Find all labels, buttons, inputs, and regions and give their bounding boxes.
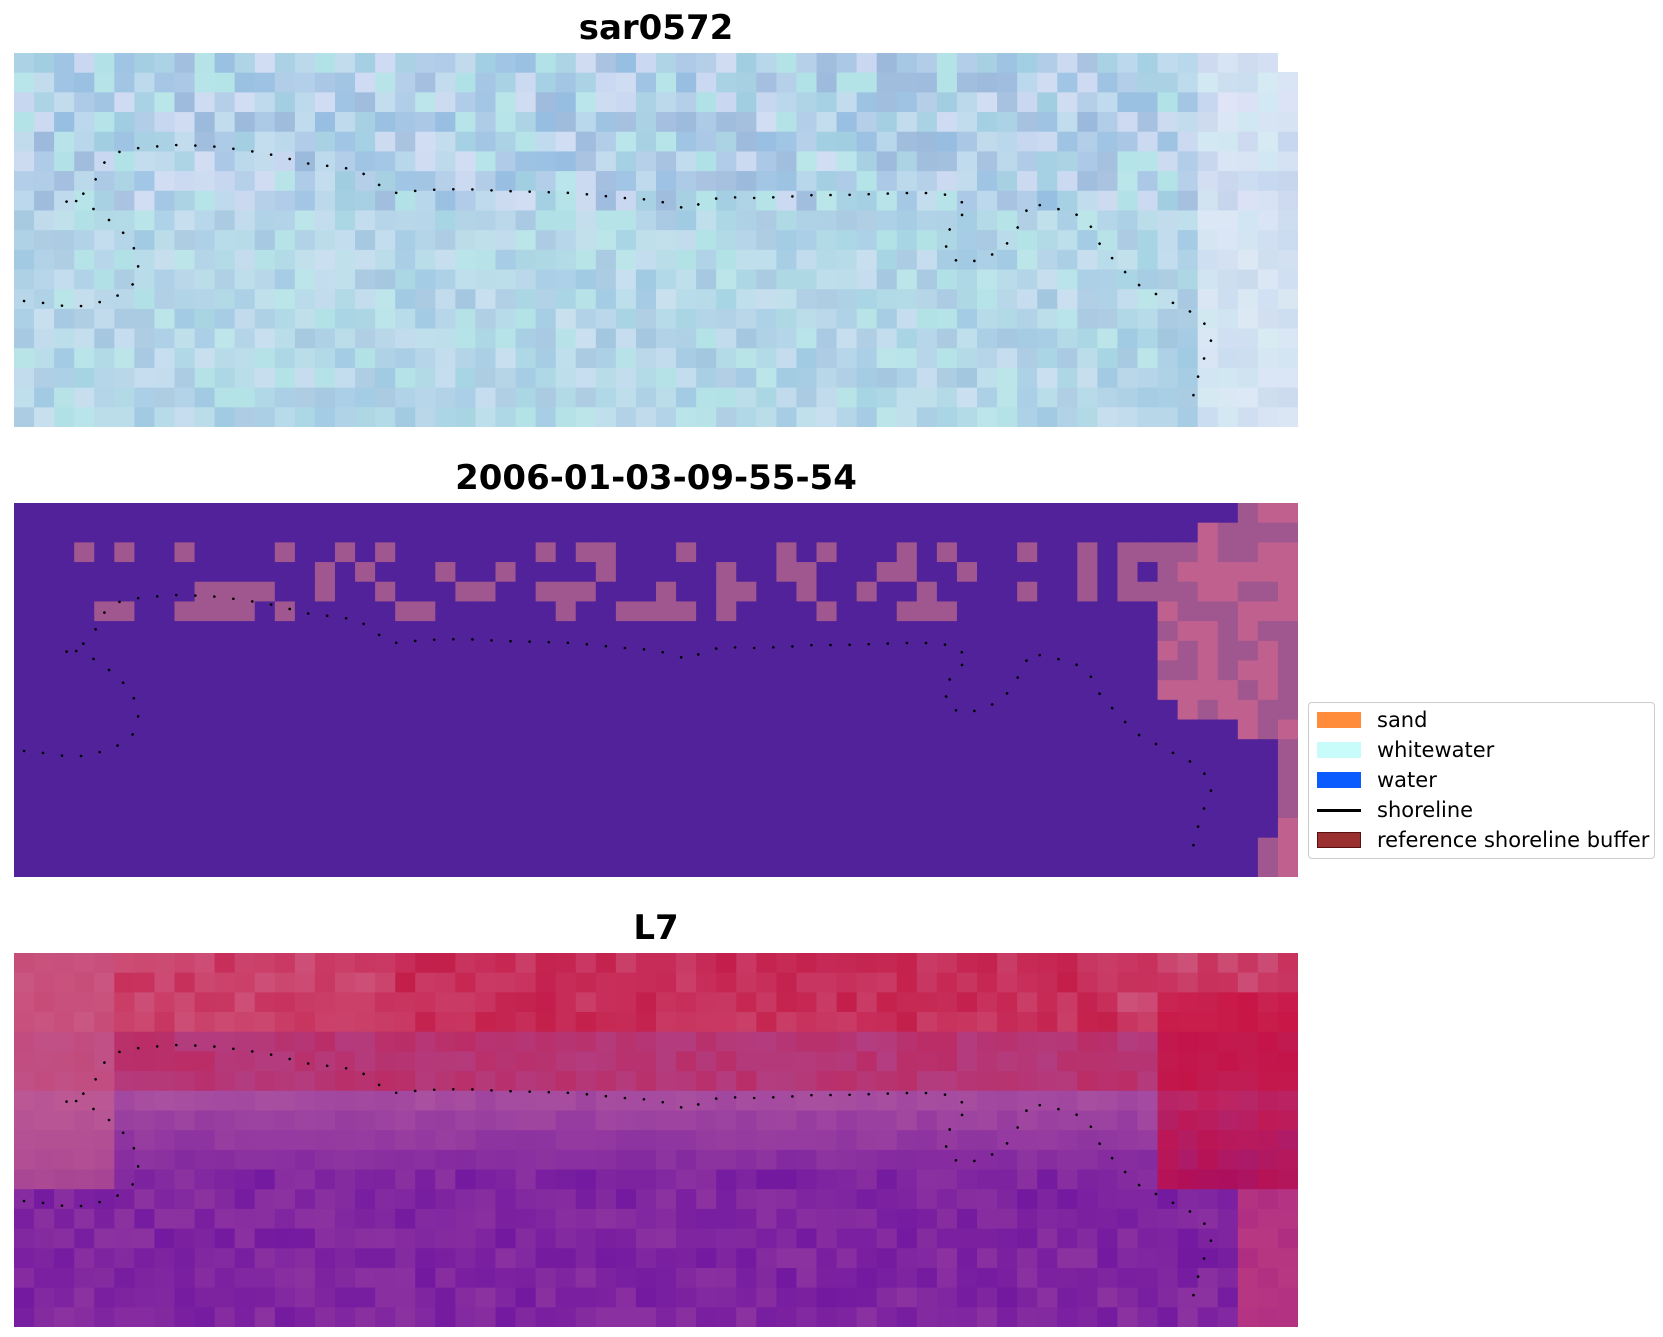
legend-swatch-sand xyxy=(1317,712,1361,728)
legend-label-reference-buffer: reference shoreline buffer xyxy=(1377,828,1650,852)
classified-image-panel xyxy=(14,503,1298,877)
panel-title-3: L7 xyxy=(633,908,679,948)
legend: sand whitewater water shoreline referenc… xyxy=(1308,702,1655,859)
legend-label-sand: sand xyxy=(1377,708,1428,732)
legend-item-sand: sand xyxy=(1317,707,1427,733)
legend-swatch-water xyxy=(1317,772,1361,788)
legend-item-reference-buffer: reference shoreline buffer xyxy=(1317,827,1649,853)
rgb-image xyxy=(14,53,1298,427)
panel-title-1: sar0572 xyxy=(578,8,734,48)
legend-label-whitewater: whitewater xyxy=(1377,738,1495,762)
legend-item-water: water xyxy=(1317,767,1437,793)
index-image xyxy=(14,953,1298,1327)
legend-swatch-whitewater xyxy=(1317,742,1361,758)
classified-image xyxy=(14,503,1298,877)
legend-swatch-shoreline xyxy=(1317,808,1361,812)
index-image-panel xyxy=(14,953,1298,1327)
legend-label-shoreline: shoreline xyxy=(1377,798,1474,822)
legend-item-shoreline: shoreline xyxy=(1317,797,1473,823)
legend-item-whitewater: whitewater xyxy=(1317,737,1494,763)
legend-swatch-reference-buffer xyxy=(1317,832,1361,848)
panel-title-2: 2006-01-03-09-55-54 xyxy=(455,458,857,498)
legend-label-water: water xyxy=(1377,768,1437,792)
rgb-image-panel xyxy=(14,53,1298,427)
